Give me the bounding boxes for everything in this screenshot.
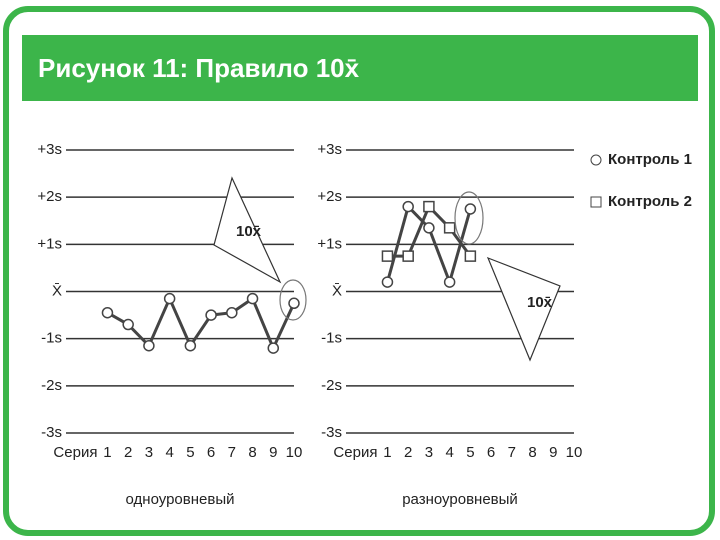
- y-tick-label: X̄: [332, 282, 342, 299]
- x-row-label: Серия: [53, 444, 97, 461]
- y-tick-label: +3s: [317, 141, 342, 158]
- annotation: 10x̄: [236, 223, 262, 240]
- x-tick-label: 2: [404, 444, 412, 461]
- series-line: [106, 294, 296, 352]
- x-tick-label: 8: [528, 444, 536, 461]
- legend-label: Контроль 2: [608, 193, 692, 210]
- x-tick-label: 6: [487, 444, 495, 461]
- marker: [381, 250, 394, 262]
- highlight: [279, 279, 307, 321]
- x-tick-label: 7: [508, 444, 516, 461]
- marker: [267, 342, 280, 354]
- x-tick-label: 4: [445, 444, 453, 461]
- x-tick-label: 9: [269, 444, 277, 461]
- annotation: 10x̄: [527, 294, 553, 311]
- marker: [205, 309, 217, 321]
- callout: [486, 256, 561, 362]
- marker: [402, 200, 414, 213]
- y-tick-label: +2s: [37, 188, 62, 205]
- legend-marker: [590, 154, 602, 166]
- x-tick-label: 5: [466, 444, 474, 461]
- banner: [22, 35, 698, 101]
- x-tick-label: 9: [549, 444, 557, 461]
- y-tick-label: -2s: [321, 377, 342, 394]
- x-axis-label: разноуровневый: [402, 491, 518, 508]
- marker: [226, 306, 238, 319]
- x-tick-label: 3: [145, 444, 153, 461]
- marker: [288, 297, 300, 310]
- x-tick-label: 3: [425, 444, 433, 461]
- x-tick-label: 5: [186, 444, 194, 461]
- marker: [101, 306, 114, 319]
- legend-marker: [590, 196, 602, 208]
- y-tick-label: +2s: [317, 188, 342, 205]
- marker: [423, 222, 435, 234]
- marker: [381, 276, 394, 288]
- x-tick-label: 10: [566, 444, 583, 461]
- x-tick-label: 2: [124, 444, 132, 461]
- y-tick-label: +1s: [37, 235, 62, 252]
- marker: [423, 200, 435, 213]
- frame: [3, 6, 715, 536]
- y-tick-label: +3s: [37, 141, 62, 158]
- y-tick-label: -3s: [321, 424, 342, 441]
- marker: [143, 339, 155, 352]
- x-axis-label: одноуровневый: [126, 491, 235, 508]
- x-tick-label: 6: [207, 444, 215, 461]
- marker: [184, 339, 197, 352]
- slide-title: Рисунок 11: Правило 10x̄: [38, 53, 360, 83]
- x-row-label: Серия: [333, 444, 377, 461]
- marker: [163, 292, 176, 305]
- x-tick-label: 4: [165, 444, 173, 461]
- x-tick-label: 10: [286, 444, 303, 461]
- y-tick-label: -1s: [321, 330, 342, 347]
- marker: [246, 292, 259, 305]
- marker: [443, 222, 456, 234]
- y-tick-label: -3s: [41, 424, 62, 441]
- marker: [443, 276, 456, 288]
- callout: [213, 176, 282, 284]
- x-tick-label: 1: [383, 444, 391, 461]
- x-tick-label: 1: [103, 444, 111, 461]
- x-tick-label: 7: [228, 444, 236, 461]
- y-tick-label: -1s: [41, 330, 62, 347]
- highlight: [454, 191, 484, 245]
- y-tick-label: +1s: [317, 235, 342, 252]
- marker: [464, 203, 477, 215]
- y-tick-label: -2s: [41, 377, 62, 394]
- marker: [122, 318, 134, 331]
- marker: [402, 250, 414, 262]
- legend-label: Контроль 1: [608, 151, 692, 168]
- y-tick-label: X̄: [52, 282, 62, 299]
- marker: [464, 250, 477, 262]
- x-tick-label: 8: [248, 444, 256, 461]
